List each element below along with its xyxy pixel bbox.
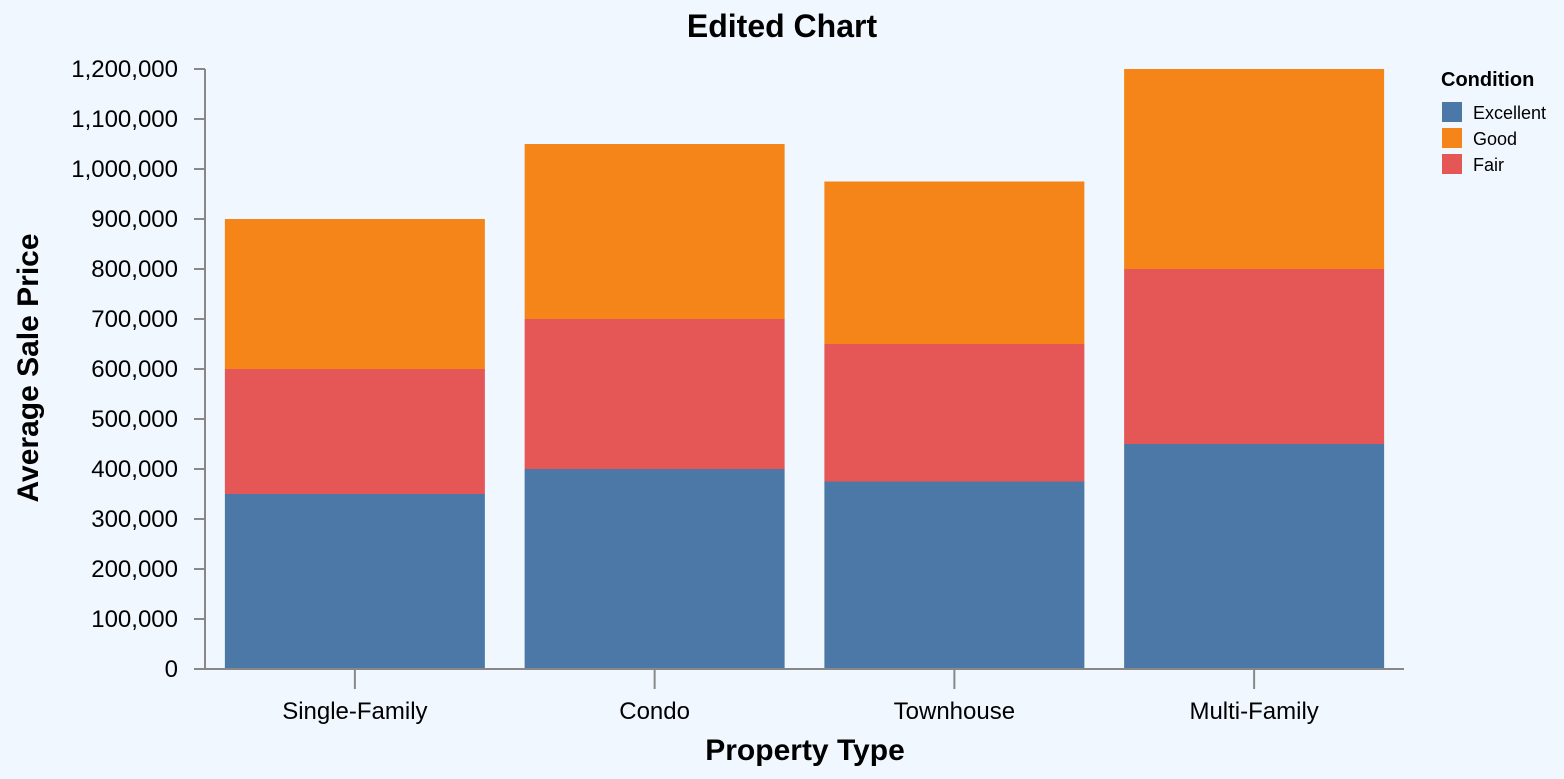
bar-good-multi-family xyxy=(1124,69,1385,269)
y-tick-label: 500,000 xyxy=(91,406,178,433)
chart-title: Edited Chart xyxy=(687,8,878,44)
bar-excellent-multi-family xyxy=(1124,444,1385,669)
y-tick-label: 1,200,000 xyxy=(71,56,178,83)
bar-excellent-single-family xyxy=(224,494,485,669)
y-tick-label: 300,000 xyxy=(91,506,178,533)
x-tick-label: Condo xyxy=(619,698,690,725)
y-tick-label: 1,000,000 xyxy=(71,156,178,183)
bar-good-condo xyxy=(524,144,785,319)
y-tick-label: 0 xyxy=(165,656,178,683)
legend-title: Condition xyxy=(1441,69,1534,91)
x-tick-label: Multi-Family xyxy=(1189,698,1318,725)
bar-excellent-condo xyxy=(524,469,785,669)
x-axis-title: Property Type xyxy=(705,734,905,767)
legend-swatch-excellent xyxy=(1442,102,1462,122)
bar-excellent-townhouse xyxy=(824,481,1085,669)
legend-items: Excellent Good Fair xyxy=(1442,102,1546,175)
bar-good-townhouse xyxy=(824,181,1085,344)
legend-label-excellent: Excellent xyxy=(1473,103,1546,123)
legend: Condition Excellent Good Fair xyxy=(1441,69,1546,175)
bar-fair-townhouse xyxy=(824,344,1085,482)
y-tick-label: 1,100,000 xyxy=(71,106,178,133)
bar-fair-single-family xyxy=(224,369,485,494)
y-tick-label: 800,000 xyxy=(91,256,178,283)
x-tick-label: Single-Family xyxy=(282,698,427,725)
legend-swatch-fair xyxy=(1442,154,1462,174)
bar-fair-condo xyxy=(524,319,785,469)
y-axis: 0 100,000 200,000 300,000 400,000 500,000 600,… xyxy=(71,56,206,683)
bar-good-single-family xyxy=(224,219,485,369)
bar-fair-multi-family xyxy=(1124,269,1385,444)
y-axis-title: Average Sale Price xyxy=(12,233,45,502)
y-tick-label: 200,000 xyxy=(91,556,178,583)
y-tick-label: 100,000 xyxy=(91,606,178,633)
y-tick-label: 700,000 xyxy=(91,306,178,333)
x-axis: Single-Family Condo Townhouse Multi-Family xyxy=(205,668,1404,725)
legend-label-fair: Fair xyxy=(1473,155,1504,175)
legend-swatch-good xyxy=(1442,128,1462,148)
y-tick-label: 400,000 xyxy=(91,456,178,483)
y-tick-label: 900,000 xyxy=(91,206,178,233)
x-tick-label: Townhouse xyxy=(894,698,1015,725)
legend-label-good: Good xyxy=(1473,129,1517,149)
bars-layer xyxy=(224,69,1385,669)
y-tick-label: 600,000 xyxy=(91,356,178,383)
